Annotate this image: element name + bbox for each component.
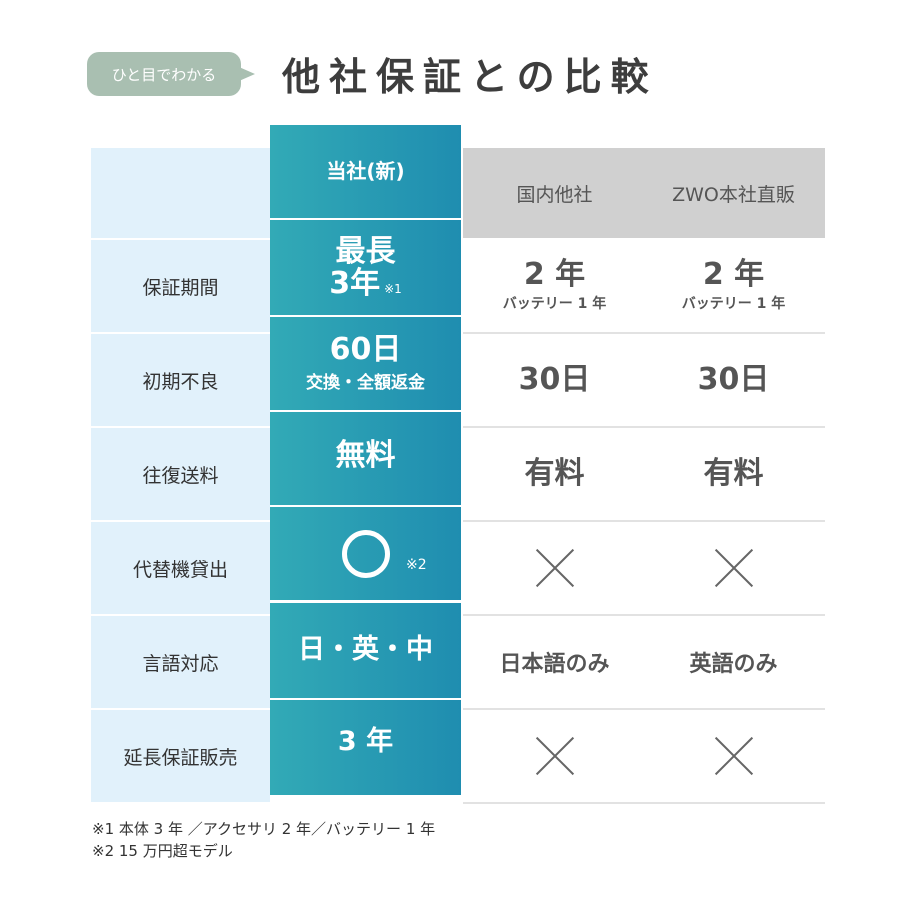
ours-cell: 最長 3年 ※1 — [270, 220, 461, 315]
row-label: 言語対応 — [91, 616, 270, 708]
row-label: 延長保証販売 — [91, 710, 270, 802]
zwo-value: 30日 — [697, 362, 770, 398]
header-blank — [91, 148, 270, 238]
header-zwo: ZWO本社直販 — [642, 148, 825, 238]
domestic-cell: 日本語のみ — [463, 616, 646, 710]
ours-value2: 3年 — [329, 265, 381, 301]
circle-icon — [341, 529, 390, 578]
domestic-value: 日本語のみ — [499, 652, 610, 677]
ours-value: 日・英・中 — [298, 634, 433, 666]
domestic-cell: 30日 — [463, 334, 646, 428]
ours-cell: ※2 — [270, 507, 461, 600]
cross-icon — [714, 736, 754, 776]
zwo-cell — [642, 522, 825, 616]
zwo-cell: 英語のみ — [642, 616, 825, 710]
zwo-cell: 30日 — [642, 334, 825, 428]
badge: ひと目でわかる — [87, 52, 255, 96]
row-label: 保証期間 — [91, 240, 270, 332]
footnote-ref: ※1 — [384, 281, 402, 296]
row-label: 初期不良 — [91, 334, 270, 426]
zwo-cell: 有料 — [642, 428, 825, 522]
domestic-cell: 2 年バッテリー 1 年 — [463, 240, 646, 334]
ours-sub: 交換・全額返金 — [306, 372, 425, 393]
domestic-value: 有料 — [524, 456, 585, 492]
ours-value: 最長 — [335, 234, 396, 269]
header-ours: 当社(新) — [270, 125, 461, 218]
ours-cell: 60日交換・全額返金 — [270, 317, 461, 410]
cross-icon — [535, 548, 575, 588]
zwo-value: 2 年 — [702, 257, 765, 293]
ours-value: 3 年 — [337, 726, 394, 758]
footnote-1: ※1 本体 3 年 ／アクセサリ 2 年／バッテリー 1 年 — [92, 820, 436, 838]
domestic-cell: 有料 — [463, 428, 646, 522]
cross-icon — [535, 736, 575, 776]
ours-value-line2: 3年 ※1 — [329, 265, 402, 301]
footnote-ref: ※2 — [406, 557, 427, 573]
ours-value: 60日 — [329, 332, 402, 368]
row-label: 往復送料 — [91, 428, 270, 520]
header-domestic: 国内他社 — [463, 148, 646, 238]
ours-cell: 日・英・中 — [270, 603, 461, 698]
cross-icon — [714, 548, 754, 588]
ours-value: 無料 — [335, 438, 396, 473]
zwo-value: 英語のみ — [689, 652, 778, 677]
domestic-value: 2 年 — [523, 257, 586, 293]
page-title: 他社保証との比較 — [282, 55, 658, 99]
footnotes: ※1 本体 3 年 ／アクセサリ 2 年／バッテリー 1 年 ※2 15 万円超… — [92, 818, 435, 862]
zwo-cell: 2 年バッテリー 1 年 — [642, 240, 825, 334]
zwo-cell — [642, 710, 825, 804]
zwo-value: 有料 — [703, 456, 764, 492]
zwo-sub: バッテリー 1 年 — [681, 295, 786, 312]
domestic-cell — [463, 522, 646, 616]
ours-cell: 3 年 — [270, 700, 461, 795]
footnote-2: ※2 15 万円超モデル — [92, 842, 233, 860]
domestic-cell — [463, 710, 646, 804]
row-label: 代替機貸出 — [91, 522, 270, 614]
domestic-value: 30日 — [518, 362, 591, 398]
domestic-sub: バッテリー 1 年 — [502, 295, 607, 312]
ours-cell: 無料 — [270, 412, 461, 505]
